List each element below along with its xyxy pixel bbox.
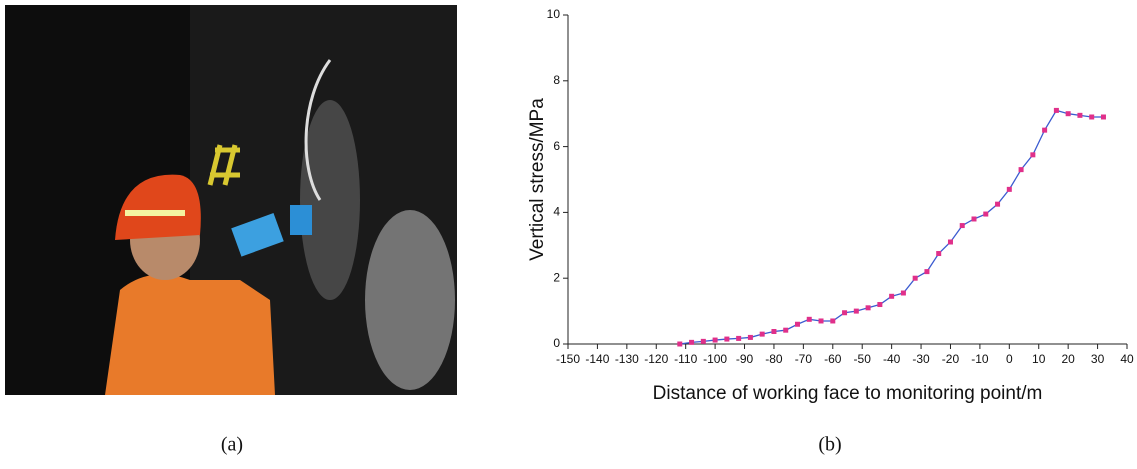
data-point <box>959 223 965 229</box>
data-point <box>830 318 836 324</box>
data-point <box>900 290 906 296</box>
x-tick-label: -60 <box>824 352 842 366</box>
x-tick-label: -150 <box>556 352 580 366</box>
x-tick-label: 40 <box>1120 352 1134 366</box>
panel-label: (a) <box>221 434 243 456</box>
photo <box>5 5 457 395</box>
y-tick-label: 2 <box>553 270 560 284</box>
x-tick-label: -120 <box>644 352 668 366</box>
data-point <box>1089 114 1095 120</box>
data-point <box>1006 186 1012 192</box>
data-point <box>736 335 742 341</box>
data-point <box>889 293 895 299</box>
y-tick-label: 4 <box>553 205 560 219</box>
data-point <box>936 251 942 257</box>
x-tick-label: 10 <box>1032 352 1046 366</box>
x-tick-label: -90 <box>736 352 754 366</box>
panel-label: (b) <box>818 434 841 456</box>
data-point <box>1018 167 1024 173</box>
x-tick-label: -130 <box>615 352 639 366</box>
data-point <box>877 302 883 308</box>
x-tick-label: -100 <box>703 352 727 366</box>
x-tick-label: -10 <box>971 352 989 366</box>
data-point <box>865 305 871 311</box>
x-tick-label: -80 <box>765 352 783 366</box>
data-point <box>924 269 930 275</box>
y-tick-label: 6 <box>553 139 560 153</box>
x-axis-label: Distance of working face to monitoring p… <box>653 383 1043 404</box>
y-tick-label: 8 <box>553 73 560 87</box>
x-tick-label: -40 <box>883 352 901 366</box>
data-point <box>771 328 777 334</box>
y-tick-label: 0 <box>553 336 560 350</box>
x-tick-label: -50 <box>854 352 872 366</box>
data-point <box>842 310 848 316</box>
data-point <box>783 327 789 333</box>
data-point <box>677 341 683 347</box>
data-point <box>1100 114 1106 120</box>
data-point <box>853 308 859 314</box>
data-point <box>818 318 824 324</box>
data-point <box>947 239 953 245</box>
data-point <box>806 316 812 322</box>
data-point <box>1065 111 1071 117</box>
data-point <box>747 334 753 340</box>
x-tick-label: -30 <box>912 352 930 366</box>
x-tick-label: -110 <box>674 352 697 366</box>
data-line <box>679 109 1104 345</box>
data-point <box>689 339 695 345</box>
data-point <box>912 275 918 281</box>
data-point <box>995 201 1001 207</box>
x-tick-label: 20 <box>1061 352 1075 366</box>
data-point <box>1030 152 1036 158</box>
data-point <box>1042 127 1048 133</box>
data-point <box>759 331 765 337</box>
x-tick-label: -140 <box>585 352 609 366</box>
x-tick-label: 0 <box>1006 352 1013 366</box>
data-point <box>1053 107 1059 113</box>
data-point <box>712 337 718 343</box>
data-point <box>1077 112 1083 118</box>
x-tick-label: -20 <box>942 352 960 366</box>
x-tick-label: -70 <box>795 352 813 366</box>
data-point <box>794 321 800 327</box>
data-point <box>971 216 977 222</box>
y-axis-label: Vertical stress/MPa <box>527 98 548 261</box>
data-point <box>724 336 730 342</box>
data-point <box>700 338 706 344</box>
x-tick-label: 30 <box>1091 352 1105 366</box>
data-point <box>983 211 989 217</box>
y-tick-label: 10 <box>547 7 561 21</box>
